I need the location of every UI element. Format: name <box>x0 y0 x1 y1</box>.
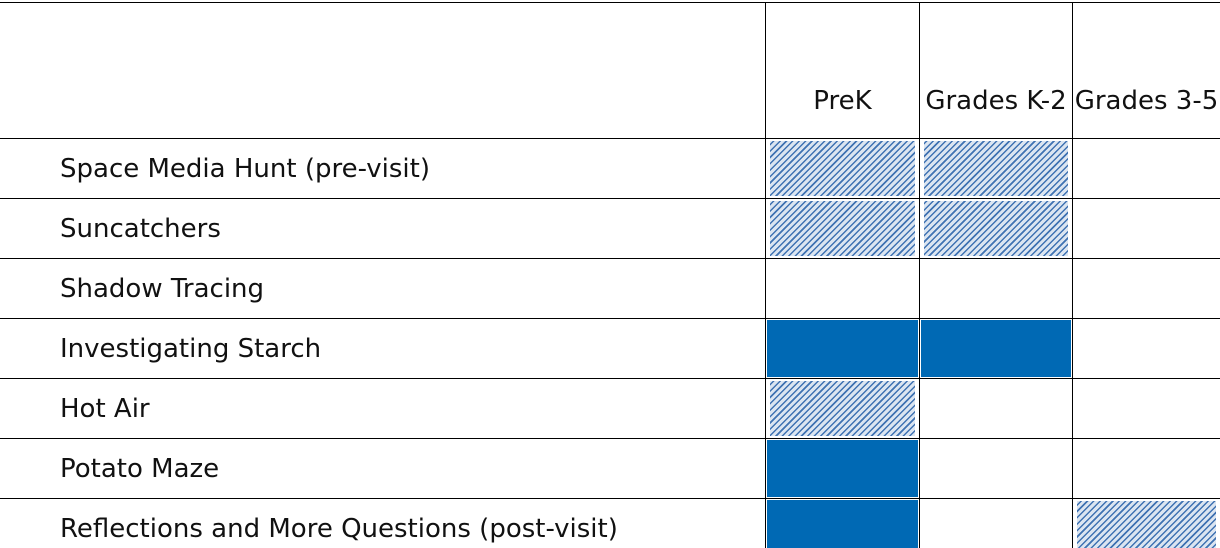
grade-cell <box>765 198 920 259</box>
grade-cell <box>919 438 1073 499</box>
grade-cell <box>919 258 1073 319</box>
activity-row: Investigating Starch <box>0 318 1220 379</box>
grade-cell <box>1072 138 1220 199</box>
activity-row: Space Media Hunt (pre-visit) <box>0 138 1220 199</box>
activity-row: Potato Maze <box>0 438 1220 499</box>
grade-cell <box>1072 378 1220 439</box>
activity-name: Reflections and More Questions (post-vis… <box>0 498 766 548</box>
hatched-fill <box>924 201 1068 256</box>
grade-cell <box>765 498 920 548</box>
grade-cell <box>765 438 920 499</box>
grade-header: Grades 3-5 <box>1072 2 1220 139</box>
grade-cell <box>1072 258 1220 319</box>
header-corner <box>0 2 766 139</box>
activity-row: Reflections and More Questions (post-vis… <box>0 498 1220 548</box>
grade-cell <box>1072 498 1220 548</box>
hatched-fill <box>770 141 915 196</box>
activity-row: Hot Air <box>0 378 1220 439</box>
grade-cell <box>765 318 920 379</box>
grade-cell <box>1072 318 1220 379</box>
grade-cell <box>919 378 1073 439</box>
grade-cell <box>765 378 920 439</box>
solid-fill <box>767 500 918 548</box>
activity-name: Investigating Starch <box>0 318 766 379</box>
grade-header: Grades K-2 <box>919 2 1073 139</box>
solid-fill <box>767 320 918 377</box>
activity-row: Shadow Tracing <box>0 258 1220 319</box>
grade-header: PreK <box>765 2 920 139</box>
grade-cell <box>765 258 920 319</box>
activity-row: Suncatchers <box>0 198 1220 259</box>
activity-name: Potato Maze <box>0 438 766 499</box>
activity-name: Space Media Hunt (pre-visit) <box>0 138 766 199</box>
grade-cell <box>919 318 1073 379</box>
grade-cell <box>1072 198 1220 259</box>
hatched-fill <box>770 381 915 436</box>
grade-cell <box>919 198 1073 259</box>
hatched-fill <box>1077 501 1216 548</box>
grade-cell <box>919 498 1073 548</box>
solid-fill <box>921 320 1071 377</box>
activity-name: Suncatchers <box>0 198 766 259</box>
hatched-fill <box>770 201 915 256</box>
header-row: PreK Grades K-2 Grades 3-5 <box>0 2 1220 139</box>
activity-name: Hot Air <box>0 378 766 439</box>
grade-cell <box>919 138 1073 199</box>
activity-name: Shadow Tracing <box>0 258 766 319</box>
grade-cell <box>765 138 920 199</box>
hatched-fill <box>924 141 1068 196</box>
grade-cell <box>1072 438 1220 499</box>
solid-fill <box>767 440 918 497</box>
